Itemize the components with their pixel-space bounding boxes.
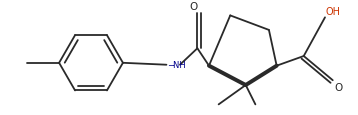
Text: ─NH: ─NH [168, 61, 186, 70]
Text: O: O [335, 82, 343, 92]
Text: OH: OH [326, 7, 341, 17]
Text: O: O [189, 2, 198, 12]
